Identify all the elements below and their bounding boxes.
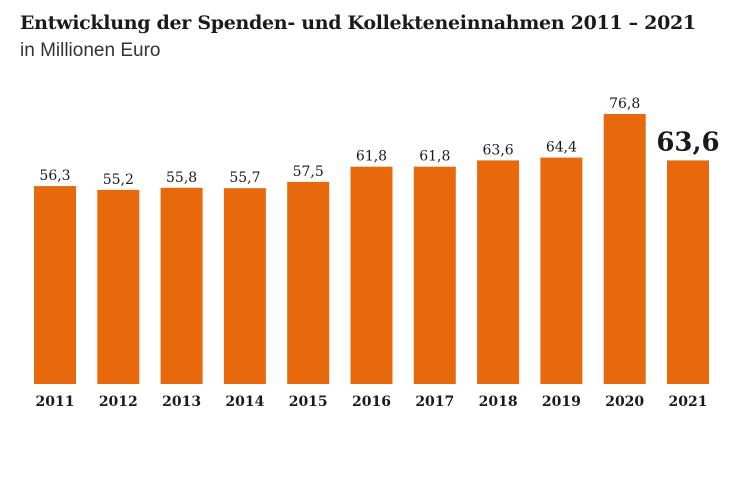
year-label-2012: 2012 xyxy=(99,394,138,410)
bar-2016 xyxy=(350,166,393,384)
bar-2020 xyxy=(603,114,646,384)
value-label-2011: 56,3 xyxy=(39,168,70,184)
year-label-2011: 2011 xyxy=(36,394,75,410)
year-label-2017: 2017 xyxy=(415,394,454,410)
year-label-2021: 2021 xyxy=(669,394,708,410)
chart-subtitle: in Millionen Euro xyxy=(20,40,161,61)
year-label-2016: 2016 xyxy=(352,394,391,410)
value-label-2012: 55,2 xyxy=(103,172,134,188)
value-label-2020: 76,8 xyxy=(609,96,640,112)
bars-layer xyxy=(34,114,709,384)
value-labels-layer: 56,3 55,2 55,8 55,7 57,5 61,8 61,8 63,6 64,4 76,8… xyxy=(39,96,719,188)
value-label-2019: 64,4 xyxy=(546,140,577,156)
value-label-2021: 63,6 xyxy=(656,127,719,157)
year-label-2020: 2020 xyxy=(605,394,644,410)
value-label-2013: 55,8 xyxy=(166,170,197,186)
bar-2019 xyxy=(540,157,583,384)
bar-2013 xyxy=(160,187,203,384)
value-label-2014: 55,7 xyxy=(229,170,260,186)
year-label-2018: 2018 xyxy=(479,394,518,410)
year-label-2015: 2015 xyxy=(289,394,328,410)
value-label-2015: 57,5 xyxy=(293,164,324,180)
bar-2018 xyxy=(477,160,520,384)
year-label-2019: 2019 xyxy=(542,394,581,410)
bar-2011 xyxy=(34,186,76,384)
value-label-2017: 61,8 xyxy=(419,149,450,165)
bar-2021 xyxy=(667,160,709,384)
year-labels-layer: 2011 2012 2013 2014 2015 2016 2017 2018 2019 2020… xyxy=(36,394,708,410)
bar-2012 xyxy=(97,189,140,384)
bar-2017 xyxy=(413,166,456,384)
bar-2014 xyxy=(223,188,266,384)
chart-title: Entwicklung der Spenden- und Kollektenei… xyxy=(20,12,696,34)
bar-2015 xyxy=(287,181,330,384)
year-label-2013: 2013 xyxy=(162,394,201,410)
year-label-2014: 2014 xyxy=(225,394,264,410)
value-label-2016: 61,8 xyxy=(356,149,387,165)
value-label-2018: 63,6 xyxy=(483,142,514,158)
